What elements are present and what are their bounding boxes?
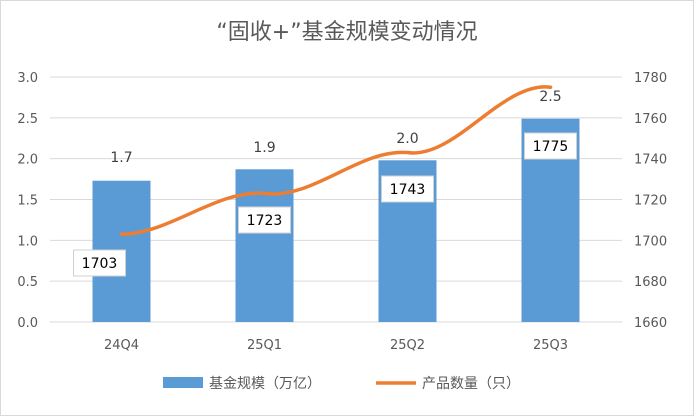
y-left-tick-label: 1.5 xyxy=(17,194,38,209)
x-tick-label: 24Q4 xyxy=(104,338,139,353)
y-right-tick-label: 1760 xyxy=(634,112,667,127)
chart-title: “固收+”基金规模变动情况 xyxy=(216,20,478,45)
y-left-tick-label: 2.5 xyxy=(17,112,38,127)
y-right-tick-label: 1680 xyxy=(634,275,667,290)
line-data-label: 1703 xyxy=(82,256,118,272)
bar-data-label: 1.9 xyxy=(253,140,275,156)
x-tick-label: 25Q3 xyxy=(533,338,568,353)
y-right-tick-label: 1660 xyxy=(634,316,667,331)
legend-swatch-bar xyxy=(163,377,203,388)
line-data-label: 1723 xyxy=(247,213,283,229)
legend-label-line: 产品数量（只） xyxy=(422,376,520,392)
line-label-box xyxy=(524,132,577,160)
bar-data-label: 1.7 xyxy=(110,150,132,166)
y-left-tick-label: 0.0 xyxy=(17,316,38,331)
y-left-tick-label: 1.0 xyxy=(17,234,38,249)
legend-label-bar: 基金规模（万亿） xyxy=(209,375,321,392)
line-data-label: 1775 xyxy=(533,139,569,155)
x-tick-label: 25Q1 xyxy=(247,338,282,353)
y-right-tick-label: 1740 xyxy=(634,153,667,168)
line-label-box xyxy=(238,206,291,234)
y-right-tick-label: 1720 xyxy=(634,194,667,209)
y-left-tick-label: 0.5 xyxy=(17,275,38,290)
bar-data-label: 2.5 xyxy=(539,89,561,105)
y-right-tick-label: 1780 xyxy=(634,71,667,86)
y-right-tick-label: 1700 xyxy=(634,234,667,249)
y-left-tick-label: 2.0 xyxy=(17,153,38,168)
bar-data-label: 2.0 xyxy=(396,131,418,147)
y-left-tick-label: 3.0 xyxy=(17,71,38,86)
x-tick-label: 25Q2 xyxy=(390,338,425,353)
line-label-box xyxy=(381,175,434,203)
series-line-product-count xyxy=(119,85,553,236)
line-label-box xyxy=(73,249,126,277)
line-data-label: 1743 xyxy=(390,182,426,198)
